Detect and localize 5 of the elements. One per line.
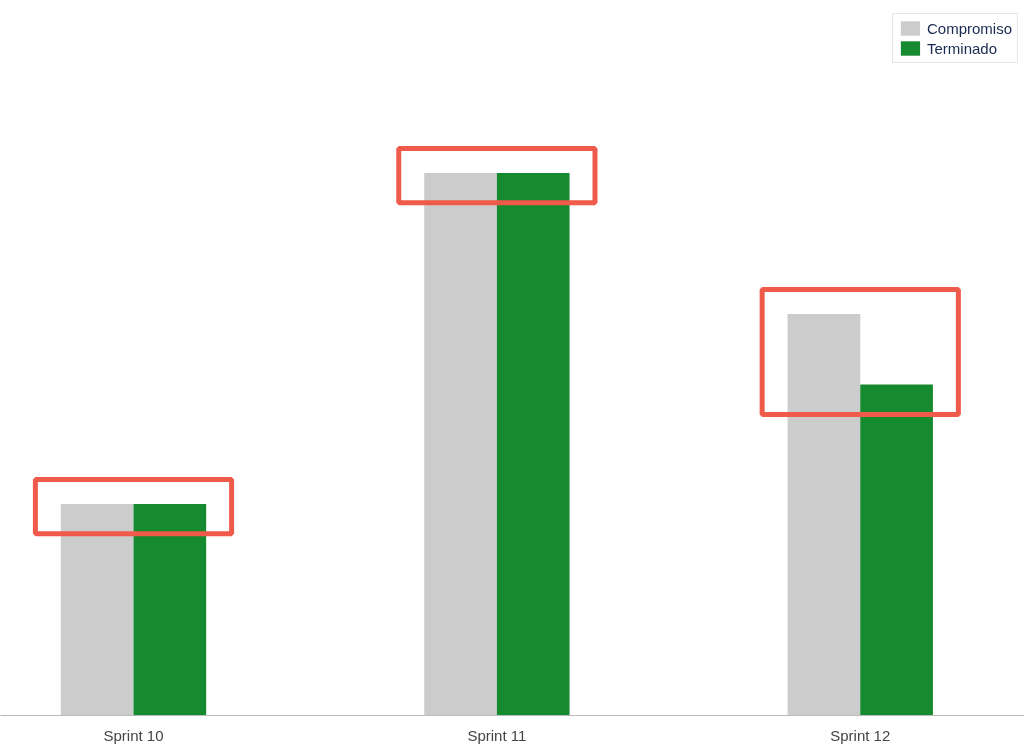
x-tick-label: Sprint 12 xyxy=(830,726,891,744)
x-tick-label: Sprint 11 xyxy=(467,726,527,744)
legend-label: Compromiso xyxy=(926,19,1012,37)
x-tick-label: Sprint 10 xyxy=(103,726,164,744)
legend-label: Terminado xyxy=(926,39,998,57)
